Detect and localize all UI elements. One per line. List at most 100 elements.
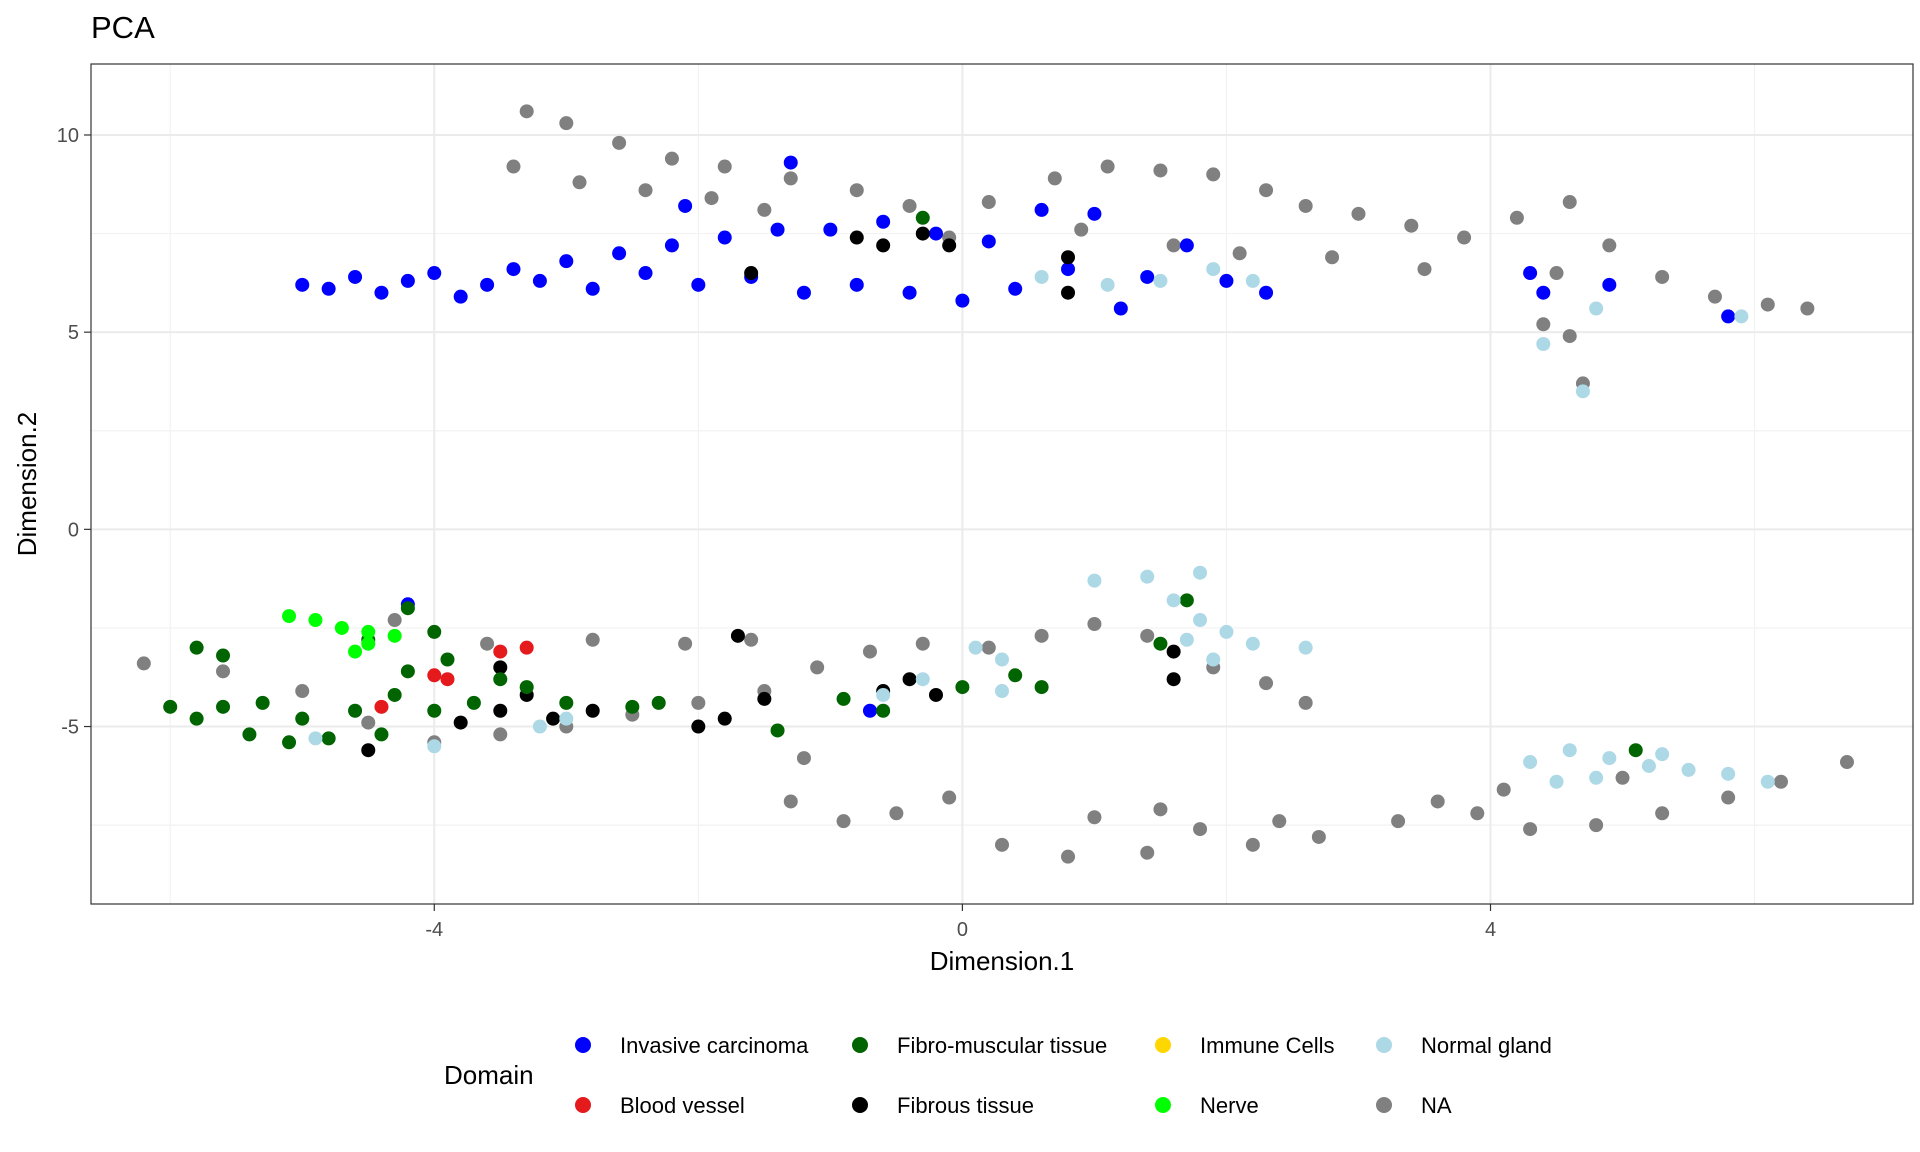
data-point <box>361 636 376 651</box>
data-point <box>981 640 996 655</box>
legend-item: NA <box>1376 1093 1452 1118</box>
data-point <box>1100 159 1115 174</box>
data-point <box>717 159 732 174</box>
data-point <box>1602 238 1617 253</box>
data-point <box>1839 755 1854 770</box>
x-tick-label: -4 <box>425 919 443 941</box>
data-point <box>783 171 798 186</box>
data-point <box>427 624 442 639</box>
data-point <box>295 684 310 699</box>
data-point <box>664 151 679 166</box>
legend-item: Nerve <box>1155 1093 1259 1118</box>
data-point <box>532 719 547 734</box>
data-point <box>717 230 732 245</box>
data-point <box>625 699 640 714</box>
data-point <box>585 703 600 718</box>
data-point <box>1523 755 1538 770</box>
data-point <box>493 703 508 718</box>
legend-item: Blood vessel <box>575 1093 745 1118</box>
data-point <box>664 238 679 253</box>
data-point <box>1496 782 1511 797</box>
data-point <box>889 806 904 821</box>
data-point <box>796 285 811 300</box>
data-point <box>427 739 442 754</box>
legend-key <box>1155 1097 1171 1113</box>
y-tick-label: 0 <box>68 519 79 541</box>
data-point <box>744 632 759 647</box>
data-point <box>638 183 653 198</box>
data-point <box>1549 774 1564 789</box>
data-point <box>876 703 891 718</box>
data-point <box>1734 309 1749 324</box>
data-point <box>1562 195 1577 210</box>
data-point <box>1193 822 1208 837</box>
data-point <box>559 711 574 726</box>
data-point <box>1087 206 1102 221</box>
data-point <box>757 202 772 217</box>
data-point <box>189 711 204 726</box>
data-point <box>1589 770 1604 785</box>
legend-label: Invasive carcinoma <box>620 1033 809 1058</box>
data-point <box>1100 277 1115 292</box>
data-point <box>1034 269 1049 284</box>
chart-title: PCA <box>91 10 155 45</box>
data-point <box>480 277 495 292</box>
data-point <box>321 281 336 296</box>
data-point <box>1061 262 1076 277</box>
data-point <box>1523 266 1538 281</box>
legend-item: Invasive carcinoma <box>575 1033 809 1058</box>
data-point <box>493 727 508 742</box>
data-point <box>1140 269 1155 284</box>
series-invasive-carcinoma <box>295 155 1736 718</box>
data-point <box>308 613 323 628</box>
data-point <box>1523 822 1538 837</box>
data-point <box>282 735 297 750</box>
data-point <box>876 214 891 229</box>
data-point <box>678 636 693 651</box>
data-point <box>757 691 772 706</box>
points-layer <box>136 104 1854 864</box>
data-point <box>1153 163 1168 178</box>
data-point <box>1272 814 1287 829</box>
data-point <box>466 695 481 710</box>
data-point <box>612 246 627 261</box>
data-point <box>915 636 930 651</box>
data-point <box>453 289 468 304</box>
series-nerve <box>282 609 402 659</box>
data-point <box>1760 297 1775 312</box>
data-point <box>849 277 864 292</box>
panel-border <box>90 63 1914 905</box>
data-point <box>546 711 561 726</box>
data-point <box>321 731 336 746</box>
data-point <box>493 672 508 687</box>
series-fibro-muscular-tissue <box>163 210 1643 758</box>
legend-item: Fibrous tissue <box>852 1093 1034 1118</box>
data-point <box>348 269 363 284</box>
data-point <box>1034 202 1049 217</box>
data-point <box>1008 668 1023 683</box>
data-point <box>1721 309 1736 324</box>
data-point <box>942 790 957 805</box>
data-point <box>242 727 257 742</box>
data-point <box>928 687 943 702</box>
data-point <box>1206 262 1221 277</box>
data-point <box>532 273 547 288</box>
data-point <box>519 104 534 119</box>
data-point <box>783 794 798 809</box>
data-point <box>585 281 600 296</box>
data-point <box>1589 301 1604 316</box>
data-point <box>1760 774 1775 789</box>
data-point <box>1800 301 1815 316</box>
data-point <box>1153 273 1168 288</box>
data-point <box>387 687 402 702</box>
data-point <box>506 262 521 277</box>
data-point <box>1153 636 1168 651</box>
data-point <box>1562 743 1577 758</box>
data-point <box>1232 246 1247 261</box>
data-point <box>796 751 811 766</box>
data-point <box>678 198 693 213</box>
data-point <box>189 640 204 655</box>
data-point <box>981 234 996 249</box>
y-tick-label: 5 <box>68 322 79 344</box>
